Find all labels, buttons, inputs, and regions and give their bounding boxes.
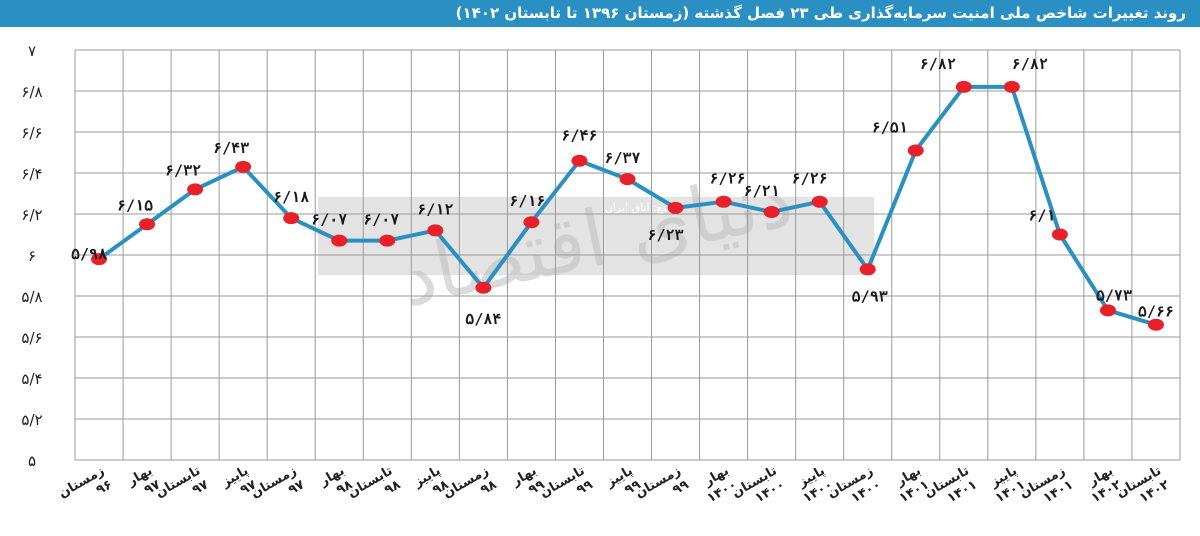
x-tick-label: تابستان۱۴۰۲ <box>1114 463 1172 514</box>
data-label: ۶/۱۵ <box>117 196 153 214</box>
data-label: ۶/۴۶ <box>561 127 597 145</box>
x-tick-label: بهار۱۴۰۲ <box>1081 463 1124 506</box>
x-tick-label: پاییز۱۴۰۱ <box>985 463 1028 506</box>
y-tick-label: ۵ <box>28 452 36 470</box>
x-tick-label: بهار۹۸ <box>316 463 355 503</box>
data-point <box>523 216 540 229</box>
x-tick-label: زمستان۹۸ <box>441 463 500 515</box>
y-tick-label: ۵/۸ <box>21 288 42 306</box>
y-tick-label: ۷ <box>28 42 36 60</box>
x-tick-year: ۹۸ <box>334 477 355 498</box>
x-tick-label: زمستان۹۷ <box>248 463 307 515</box>
data-point <box>1051 228 1068 241</box>
data-label: ۵/۸۴ <box>465 310 501 328</box>
data-point <box>235 160 252 173</box>
data-point <box>283 212 300 225</box>
x-tick-year: ۹۶ <box>94 477 115 498</box>
watermark-source-text: منبع: اتاق ایران <box>605 201 676 214</box>
x-tick-label: بهار۹۹ <box>509 463 548 503</box>
x-tick-label: تابستان۱۴۰۰ <box>730 463 788 514</box>
data-label: ۶/۸۲ <box>1012 55 1048 73</box>
chart-grid <box>74 49 1181 461</box>
x-tick-year: ۹۹ <box>574 477 595 498</box>
data-label: ۶/۲۶ <box>792 170 828 188</box>
data-point <box>475 281 492 294</box>
data-label: ۶/۴۳ <box>213 139 249 157</box>
data-point <box>139 218 156 231</box>
data-point <box>571 154 588 167</box>
data-label: ۵/۶۶ <box>1138 303 1174 321</box>
data-label: ۶/۱۲ <box>417 200 453 218</box>
data-label: ۶/۱۶ <box>509 192 545 210</box>
data-markers <box>91 80 1164 331</box>
data-label: ۶/۱ <box>1028 207 1055 225</box>
x-tick-label: پاییز۱۴۰۰ <box>793 463 836 506</box>
y-tick-label: ۶ <box>28 247 36 265</box>
data-point <box>1099 304 1116 317</box>
x-tick-year: ۹۷ <box>190 477 211 498</box>
x-tick-label: تابستان۹۸ <box>345 463 403 514</box>
data-point <box>379 234 396 247</box>
data-labels: ۵/۹۸۶/۱۵۶/۳۲۶/۴۳۶/۱۸۶/۰۷ ۶/۰۷۶/۱۲۵/۸۴۶/۱۶… <box>71 55 1174 328</box>
x-tick-year: ۹۸ <box>478 477 499 498</box>
data-label: ۵/۷۳ <box>1096 286 1132 304</box>
x-tick-year: ۹۷ <box>142 477 163 498</box>
data-label: ۶/۲۱ <box>744 182 780 200</box>
data-label: ۶/۲۳ <box>647 226 683 244</box>
x-tick-label: تابستان۱۴۰۱ <box>922 463 980 514</box>
x-tick-label: بهار۱۴۰۱ <box>889 463 932 506</box>
data-label: ۵/۹۸ <box>71 245 107 263</box>
x-tick-label: تابستان۹۹ <box>537 463 595 514</box>
data-label: ۶/۰۷ <box>311 211 347 229</box>
data-point <box>811 195 828 208</box>
data-label: ۶/۱۸ <box>273 188 309 206</box>
y-tick-label: ۶/۶ <box>21 124 42 142</box>
data-point <box>91 253 108 266</box>
x-tick-year: ۹۹ <box>670 477 691 498</box>
y-tick-label: ۶/۲ <box>21 206 42 224</box>
data-point <box>715 195 732 208</box>
data-point <box>187 183 204 196</box>
data-point <box>427 224 444 237</box>
data-label: ۶/۸۲ <box>920 55 956 73</box>
data-label: ۵/۹۳ <box>852 287 888 305</box>
data-point <box>859 263 876 276</box>
x-tick-year: ۹۸ <box>430 477 451 498</box>
data-point <box>763 205 780 218</box>
y-axis-ticks: ۷ ۶/۸ ۶/۶ ۶/۴ ۶/۲ ۶ ۵/۸ ۵/۶ ۵/۴ ۵/۲ ۵ <box>21 42 42 470</box>
data-point <box>667 201 684 214</box>
data-label: ۶/۳۷ <box>604 149 640 167</box>
x-tick-year: ۹۷ <box>286 477 307 498</box>
x-tick-year: ۹۸ <box>382 477 403 498</box>
x-tick-label: بهار۹۷ <box>124 463 163 503</box>
data-label: ۶/۳۲ <box>165 161 201 179</box>
y-tick-label: ۵/۲ <box>21 411 42 429</box>
y-tick-label: ۶/۴ <box>21 165 42 183</box>
x-tick-label: تابستان۹۷ <box>153 463 211 514</box>
x-tick-year: ۹۹ <box>622 477 643 498</box>
chart-title: روند تغییرات شاخص ملی امنیت سرمایه‌گذاری… <box>0 0 1200 27</box>
data-point <box>907 144 924 157</box>
data-label: ۶/۵۱ <box>872 118 908 136</box>
y-tick-label: ۵/۶ <box>21 329 42 347</box>
x-tick-label: زمستان۹۶ <box>56 463 115 515</box>
data-point <box>619 173 636 186</box>
x-tick-label: بهار۱۴۰۰ <box>697 463 740 506</box>
x-tick-label: زمستان۱۴۰۰ <box>825 463 884 515</box>
x-tick-year: ۹۷ <box>238 477 259 498</box>
data-label: ۶/۲۶ <box>710 170 746 188</box>
data-point <box>331 234 348 247</box>
x-tick-year: ۹۹ <box>526 477 547 498</box>
x-tick-label: زمستان۹۹ <box>633 463 692 515</box>
y-tick-label: ۵/۴ <box>21 370 42 388</box>
y-tick-label: ۶/۸ <box>21 83 42 101</box>
x-tick-label: زمستان۱۴۰۱ <box>1017 463 1076 515</box>
data-point <box>1003 80 1020 93</box>
data-label: ۶/۰۷ <box>363 211 399 229</box>
data-point <box>1147 318 1164 331</box>
data-point <box>955 80 972 93</box>
